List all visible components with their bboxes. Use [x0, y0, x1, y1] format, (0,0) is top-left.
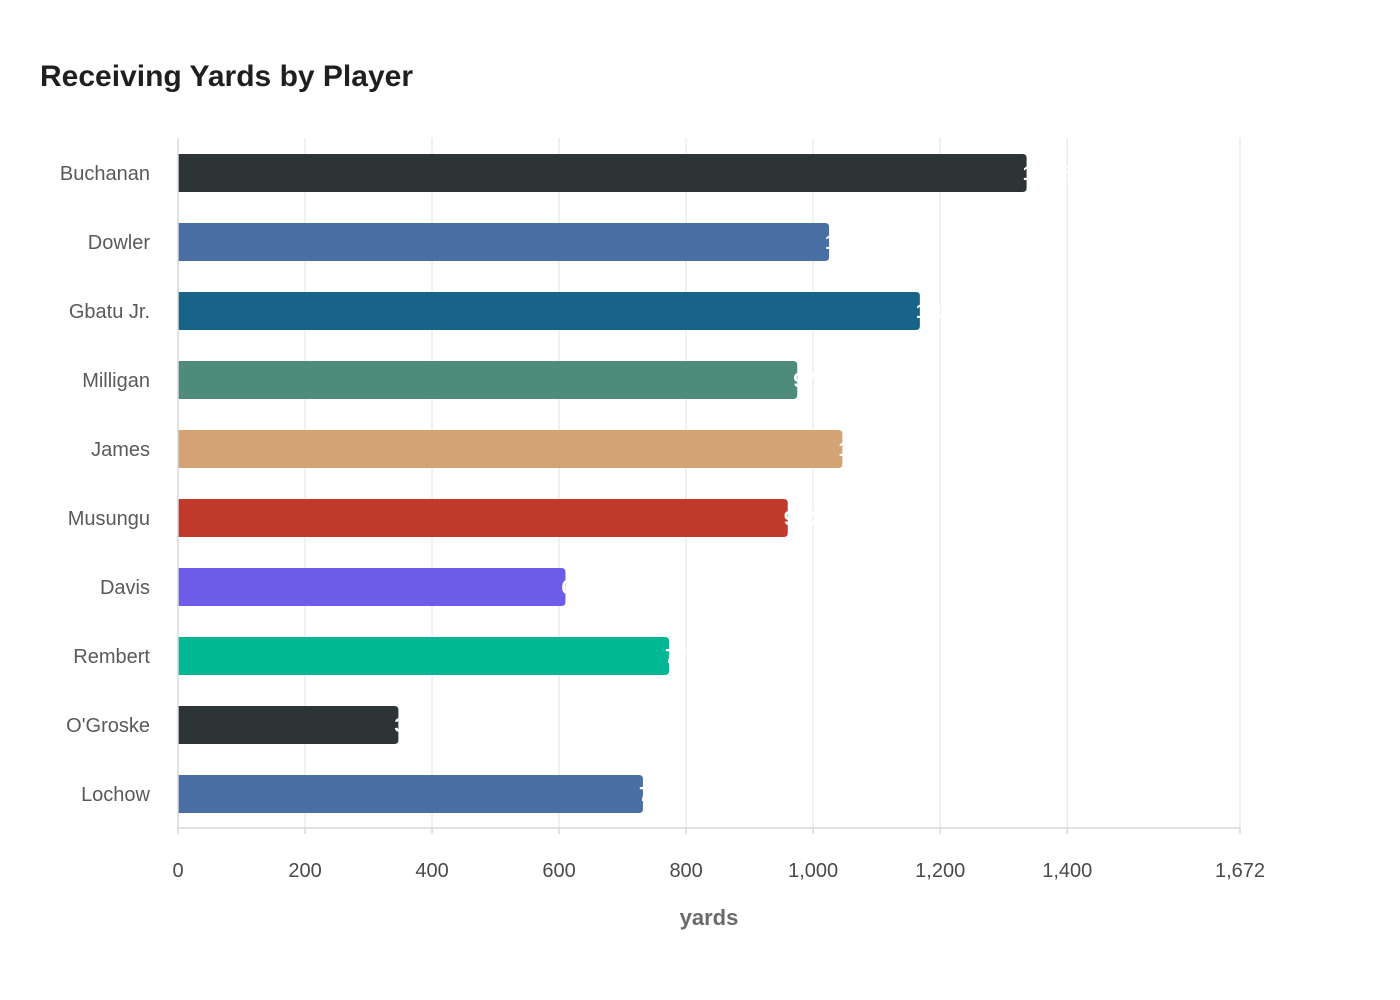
bar-value-label: 1,336 [1023, 163, 1073, 185]
chart-title: Receiving Yards by Player [40, 60, 413, 93]
bar-buchanan [178, 154, 1027, 192]
bar-value-label: 610 [561, 577, 594, 599]
x-tick-label: 0 [172, 860, 183, 882]
bar-value-label: 1,168 [916, 301, 966, 323]
category-label: Gbatu Jr. [69, 301, 150, 323]
x-axis-title: yards [680, 905, 739, 930]
bar-lochow [178, 775, 643, 813]
x-tick-label: 800 [669, 860, 702, 882]
bar-value-label: 1,046 [838, 439, 888, 461]
axes [177, 138, 1241, 834]
x-tick-label: 600 [542, 860, 575, 882]
bar-davis [178, 568, 566, 606]
category-label: James [91, 439, 150, 461]
category-label: Milligan [82, 370, 150, 392]
category-label: Rembert [73, 646, 150, 668]
bar-value-label: 1,025 [825, 232, 875, 254]
bar-value-label: 732 [639, 784, 672, 806]
bar-value-label: 773 [665, 646, 698, 668]
x-tick-label: 1,200 [915, 860, 965, 882]
bars [178, 154, 1027, 813]
x-tick-label: 1,400 [1042, 860, 1092, 882]
bar-musungu [178, 499, 788, 537]
category-label: Lochow [81, 784, 150, 806]
bar-milligan [178, 361, 798, 399]
bar-rembert [178, 637, 669, 675]
bar-value-label: 347 [394, 715, 427, 737]
category-label: Davis [100, 577, 150, 599]
category-label: Musungu [68, 508, 150, 530]
bar-dowler [178, 223, 830, 261]
category-label: Dowler [88, 232, 151, 254]
bar-james [178, 430, 843, 468]
category-label: Buchanan [60, 163, 150, 185]
x-tick-label: 1,672 [1215, 860, 1265, 882]
bar-gbatu-jr [178, 292, 920, 330]
bar-o-groske [178, 706, 399, 744]
labels: 0 200 400 600 800 1,000 1,200 1,400 1,672 Buchana… [60, 163, 1265, 882]
x-tick-label: 1,000 [788, 860, 838, 882]
bar-value-label: 960 [784, 508, 817, 530]
x-tick-label: 400 [415, 860, 448, 882]
x-tick-label: 200 [288, 860, 321, 882]
category-label: O'Groske [66, 715, 150, 737]
bar-value-label: 975 [793, 370, 826, 392]
